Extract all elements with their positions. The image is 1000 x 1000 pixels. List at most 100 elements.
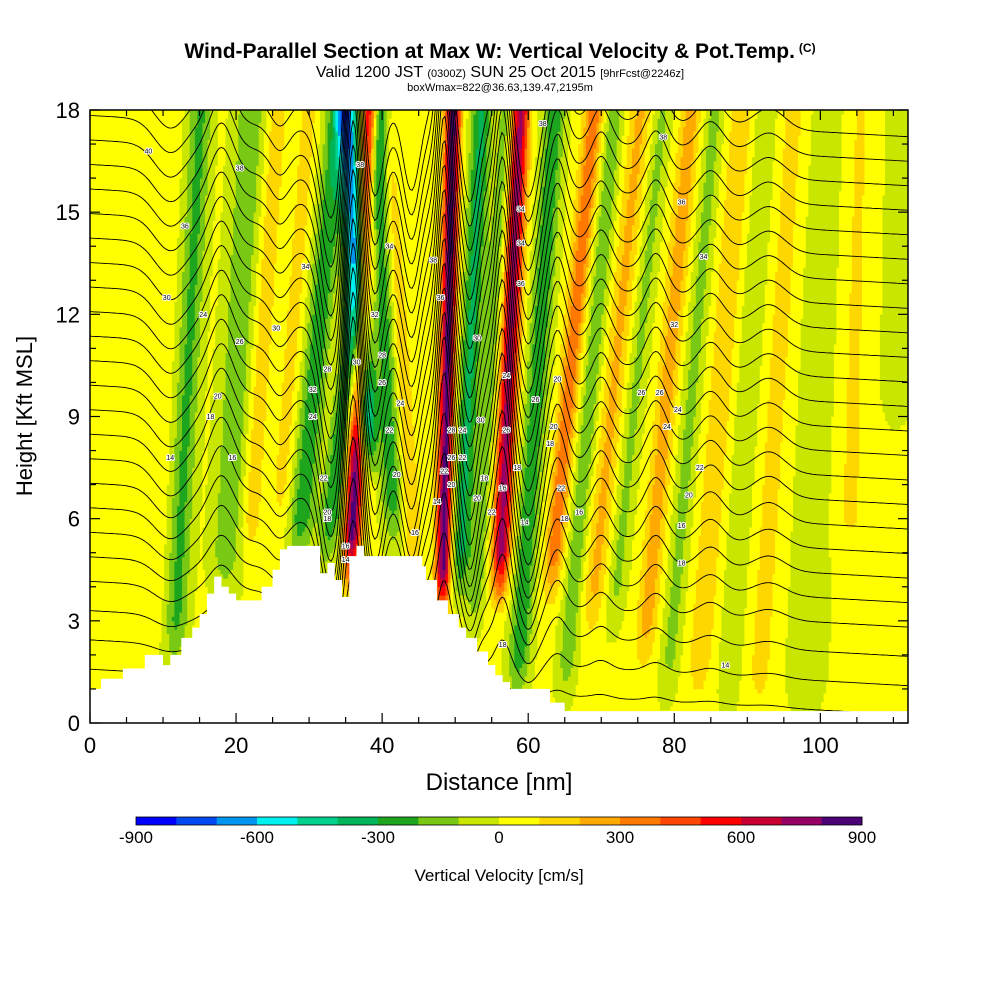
velocity-cell [519,522,523,528]
velocity-cell [509,573,513,579]
velocity-cell [350,467,354,473]
velocity-cell [619,535,625,541]
velocity-cell [516,416,521,422]
velocity-cell [414,437,436,443]
velocity-cell [363,424,367,430]
velocity-cell [166,514,173,519]
velocity-cell [470,505,487,511]
velocity-cell [465,526,472,532]
velocity-cell [644,526,651,532]
velocity-cell [522,454,528,460]
velocity-cell [488,526,492,532]
velocity-cell [570,480,574,485]
velocity-cell [440,514,444,519]
velocity-cell [754,450,766,456]
velocity-cell [486,582,490,588]
velocity-cell [580,633,607,639]
velocity-cell [578,599,582,605]
velocity-cell [394,433,398,439]
velocity-cell [905,420,908,426]
velocity-cell [516,437,521,443]
velocity-cell [652,620,659,626]
velocity-cell [629,416,638,422]
velocity-cell [721,501,730,507]
velocity-cell [486,514,490,519]
velocity-cell [197,573,206,579]
velocity-cell [780,458,797,464]
velocity-cell [499,531,505,536]
velocity-cell [573,437,579,443]
velocity-cell [481,594,487,600]
velocity-cell [458,441,462,447]
velocity-cell [726,552,751,558]
velocity-cell [844,514,858,519]
velocity-cell [557,573,561,579]
velocity-cell [560,560,564,566]
velocity-cell [532,620,541,626]
velocity-cell [777,514,794,519]
velocity-cell [660,416,671,422]
velocity-cell [828,505,845,511]
velocity-cell [764,471,781,477]
velocity-cell [568,548,572,554]
velocity-cell [205,501,219,507]
velocity-cell [358,531,362,536]
velocity-cell [708,667,720,673]
velocity-cell [555,629,564,634]
velocity-cell [552,475,556,481]
velocity-cell [501,437,505,443]
velocity-cell [496,454,500,460]
velocity-cell [511,488,515,494]
velocity-cell [749,526,761,532]
velocity-cell [432,556,436,562]
velocity-cell [276,497,283,502]
velocity-cell [562,497,567,502]
velocity-cell [251,463,262,468]
velocity-cell [504,565,508,571]
velocity-cell [603,463,610,468]
velocity-cell [504,629,513,634]
velocity-cell [637,650,653,656]
velocity-cell [243,577,293,583]
velocity-cell [560,535,564,541]
velocity-cell [509,539,513,545]
velocity-cell [389,531,398,536]
velocity-cell [639,594,646,600]
velocity-cell [557,552,561,558]
velocity-cell [499,475,503,481]
velocity-cell [432,573,436,579]
velocity-cell [711,650,720,656]
velocity-cell [585,577,592,583]
velocity-cell [790,577,832,583]
velocity-cell [706,437,728,443]
velocity-cell [166,484,175,490]
velocity-cell [573,697,659,703]
velocity-cell [680,582,689,588]
velocity-cell [511,526,515,532]
velocity-cell [450,484,454,490]
velocity-cell [220,484,239,490]
velocity-cell [406,522,421,528]
velocity-cell [672,437,679,443]
velocity-cell [501,590,505,596]
velocity-cell [516,565,521,571]
velocity-cell [629,497,638,502]
velocity-cell [506,556,510,562]
velocity-cell [501,458,505,464]
velocity-cell [522,416,526,422]
velocity-cell [243,531,250,536]
velocity-cell [248,505,260,511]
velocity-cell [560,420,572,426]
velocity-cell [414,428,436,434]
velocity-cell [442,475,446,481]
velocity-cell [493,569,498,575]
velocity-cell [562,492,569,498]
velocity-cell [243,539,285,545]
velocity-cell [522,446,528,451]
velocity-cell [552,441,556,447]
velocity-cell [345,467,349,473]
velocity-cell [637,620,643,626]
velocity-cell [437,543,441,549]
velocity-cell [708,428,728,434]
velocity-cell [353,526,357,532]
